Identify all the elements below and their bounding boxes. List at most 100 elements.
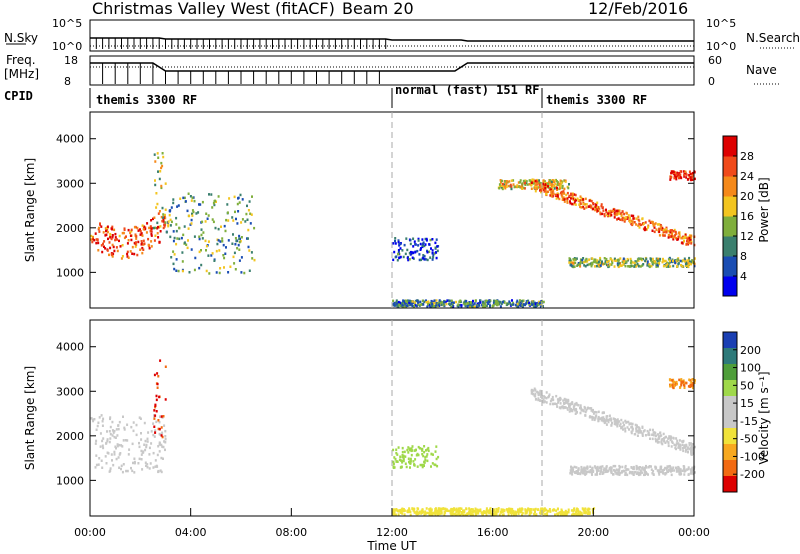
- cell: [691, 468, 694, 471]
- cell: [592, 412, 595, 415]
- cell: [591, 262, 594, 265]
- cell: [217, 239, 220, 242]
- cell: [210, 254, 213, 257]
- cell: [160, 161, 163, 165]
- cell: [211, 252, 214, 255]
- cell: [678, 439, 681, 442]
- cell: [596, 465, 599, 469]
- cell: [548, 395, 550, 398]
- cell: [594, 417, 597, 420]
- cell: [652, 431, 655, 434]
- cell: [111, 236, 114, 239]
- cell: [405, 300, 408, 304]
- cell: [632, 473, 635, 476]
- cell: [397, 240, 400, 244]
- cell: [541, 507, 544, 510]
- cell: [451, 509, 454, 513]
- cell: [669, 259, 671, 263]
- cell: [519, 299, 521, 302]
- cell: [94, 466, 97, 469]
- cell: [689, 172, 692, 176]
- cell: [618, 473, 621, 476]
- cell: [534, 392, 537, 396]
- cell: [577, 472, 579, 475]
- cell: [641, 434, 644, 437]
- cell: [677, 444, 680, 447]
- cell: [231, 242, 234, 245]
- nsky-label: N.Sky: [4, 31, 38, 45]
- y-tick-label: 4000: [56, 341, 84, 354]
- cell: [534, 389, 537, 392]
- cell: [232, 233, 234, 236]
- cell: [402, 299, 405, 302]
- cell: [408, 303, 411, 307]
- cell: [132, 461, 134, 465]
- cell: [122, 231, 125, 235]
- cell: [638, 223, 641, 226]
- cell: [582, 467, 585, 470]
- cell: [143, 242, 146, 245]
- y-tick-label: 1000: [56, 474, 84, 487]
- cell: [447, 509, 450, 513]
- cell: [564, 197, 567, 200]
- cell: [146, 463, 149, 466]
- cell: [498, 187, 501, 190]
- cell: [146, 222, 149, 225]
- cell: [521, 511, 524, 515]
- cell: [616, 211, 619, 215]
- cell: [685, 445, 688, 448]
- cell: [641, 426, 644, 429]
- cell: [432, 253, 435, 257]
- cell: [164, 216, 167, 220]
- cell: [539, 182, 542, 185]
- station-title: Christmas Valley West (fitACF): [92, 0, 335, 18]
- cell: [630, 219, 633, 223]
- cell: [687, 385, 690, 388]
- cell: [520, 185, 523, 189]
- cell: [686, 448, 689, 451]
- cell: [116, 238, 118, 241]
- cell: [658, 261, 660, 265]
- cell: [563, 192, 566, 195]
- cell: [579, 262, 582, 266]
- cell: [676, 171, 679, 175]
- cell: [225, 218, 228, 222]
- cell: [431, 258, 434, 261]
- cell: [148, 446, 151, 450]
- cell: [221, 237, 224, 240]
- cell: [659, 431, 662, 435]
- cell: [584, 259, 587, 262]
- cell: [546, 513, 549, 516]
- cell: [138, 441, 140, 445]
- cell: [592, 207, 595, 211]
- cell: [587, 510, 590, 514]
- cell: [156, 382, 159, 386]
- cell: [108, 253, 110, 257]
- cell: [615, 213, 618, 216]
- cell: [681, 446, 684, 450]
- cell: [164, 441, 167, 444]
- cell: [604, 421, 607, 424]
- colorbar-tick-label: -200: [740, 468, 765, 481]
- cell: [545, 192, 548, 196]
- cell: [638, 468, 641, 471]
- cell: [527, 508, 530, 511]
- cell: [474, 509, 477, 513]
- cell: [407, 451, 410, 454]
- cell: [113, 450, 116, 454]
- cell: [437, 455, 440, 459]
- date-title: 12/Feb/2016: [588, 0, 688, 18]
- cell: [641, 466, 644, 470]
- cell: [99, 432, 102, 435]
- cell: [183, 241, 186, 244]
- cell: [656, 259, 659, 262]
- cell: [457, 507, 460, 510]
- cell: [422, 242, 424, 246]
- cell: [538, 183, 541, 186]
- cell: [139, 233, 142, 236]
- cell: [398, 458, 401, 461]
- cell: [397, 303, 400, 306]
- cell: [157, 445, 160, 448]
- cell: [111, 420, 114, 424]
- cell: [607, 418, 610, 422]
